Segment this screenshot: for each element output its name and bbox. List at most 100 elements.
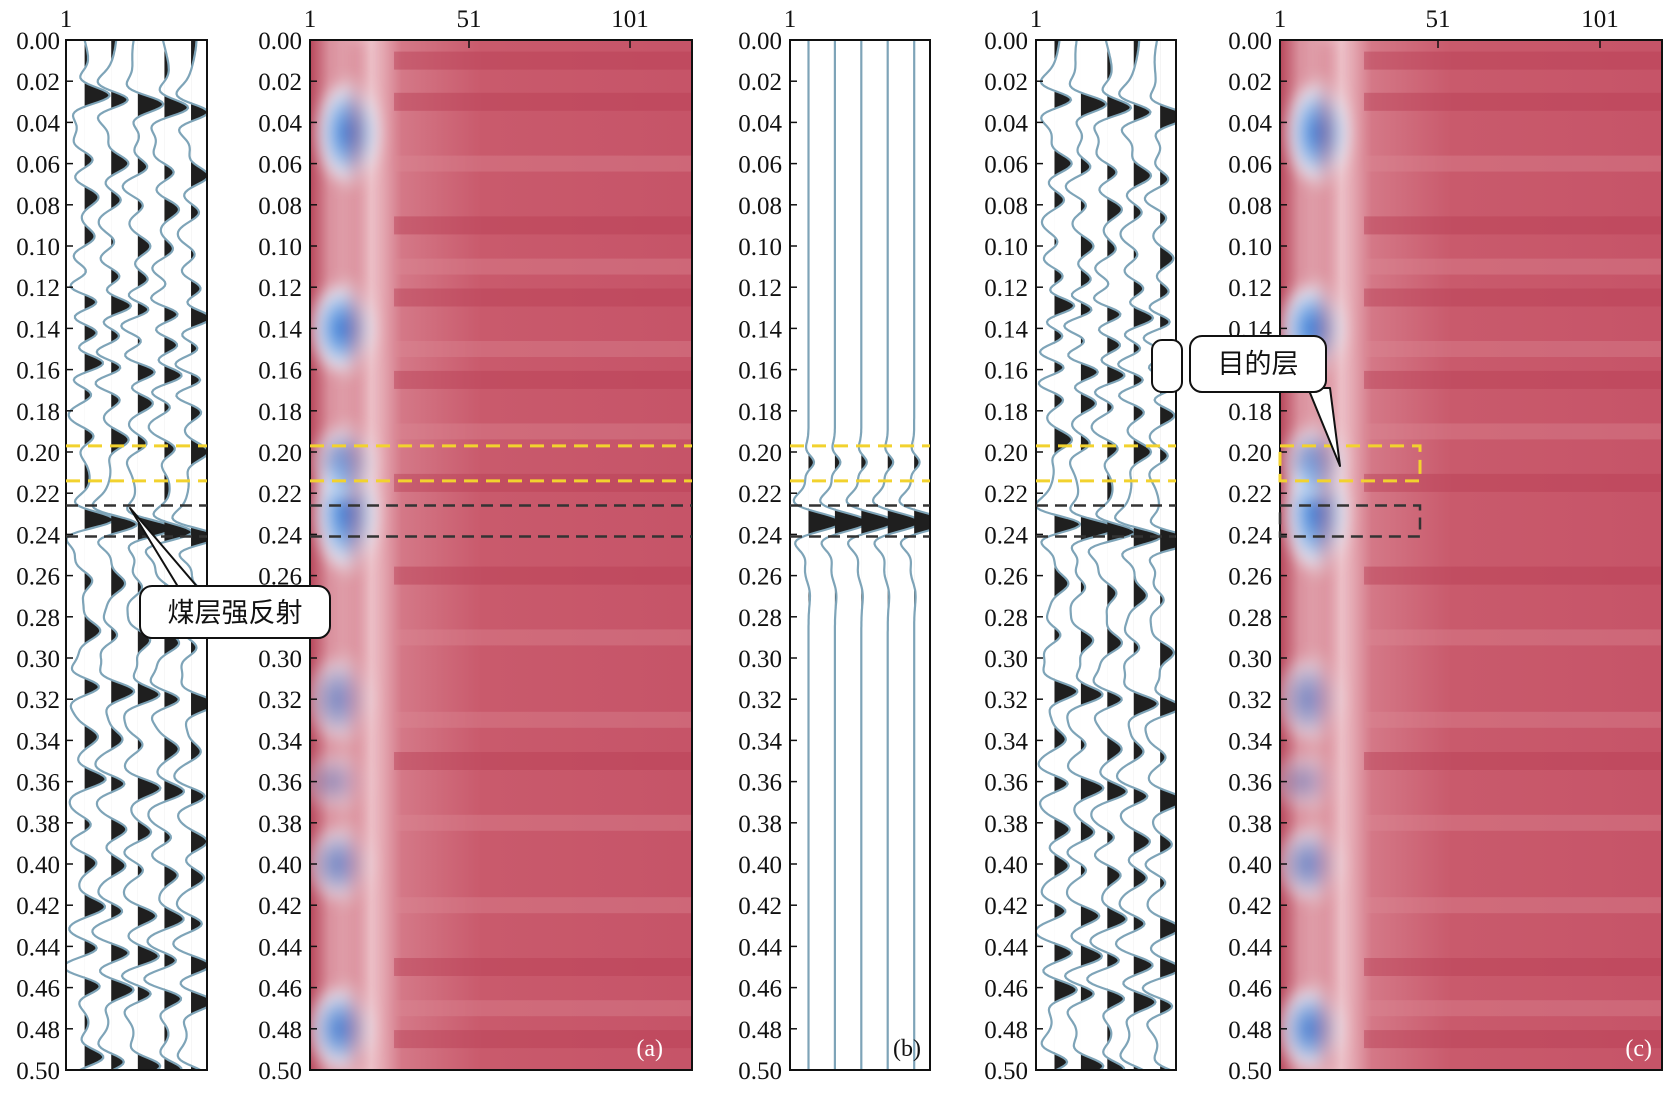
- y-tick-label: 0.22: [984, 481, 1028, 508]
- heatmap-band: [1364, 814, 1662, 831]
- heatmap-column-band: [348, 40, 366, 1070]
- callout-coal-reflection: 煤层强反射: [129, 507, 331, 639]
- wiggle-trace: [1113, 40, 1162, 1070]
- y-tick-label: 0.00: [984, 28, 1028, 55]
- y-tick-label: 0.18: [984, 399, 1028, 426]
- heatmap-band: [394, 566, 692, 585]
- y-tick-label: 0.48: [738, 1017, 782, 1044]
- target-layer-box: [1278, 444, 1422, 483]
- y-tick-label: 0.32: [258, 687, 302, 714]
- y-tick-label: 0.50: [16, 1058, 60, 1085]
- y-tick-label: 0.30: [738, 646, 782, 673]
- y-tick-label: 0.06: [1228, 152, 1272, 179]
- y-tick-label: 0.34: [738, 728, 782, 755]
- y-tick-label: 0.36: [738, 770, 782, 797]
- y-tick-label: 0.02: [1228, 69, 1272, 96]
- heatmap-band: [1364, 473, 1662, 492]
- wiggle-trace: [1063, 40, 1118, 1070]
- y-tick-label: 0.00: [258, 28, 302, 55]
- wiggle-panel-original-frame: [65, 39, 208, 1071]
- y-tick-label: 0.18: [738, 399, 782, 426]
- y-tick-label: 0.30: [984, 646, 1028, 673]
- heatmap-band: [1364, 752, 1662, 770]
- y-tick-label: 0.48: [258, 1017, 302, 1044]
- wiggle-trace: [171, 40, 207, 1070]
- wiggle-fill: [861, 40, 895, 1070]
- y-tick-label: 0.40: [738, 852, 782, 879]
- callout-target-box: [1189, 335, 1327, 393]
- y-tick-label: 0.12: [1228, 275, 1272, 302]
- x-tick-label: 1: [60, 6, 73, 33]
- y-tick-label: 0.16: [258, 358, 302, 385]
- y-tick-label: 0.02: [16, 69, 60, 96]
- heatmap-band: [394, 814, 692, 831]
- heatmap-band: [394, 1000, 692, 1017]
- wiggle-trace: [845, 40, 896, 1070]
- callout-target-layer: 目的层: [1151, 335, 1341, 467]
- y-tick-label: 0.22: [1228, 481, 1272, 508]
- y-tick-label: 0.34: [258, 728, 302, 755]
- y-tick-label: 0.40: [16, 852, 60, 879]
- x-tick-label: 1: [1030, 6, 1043, 33]
- axes-layer: 0.00 0.02 0.04 0.06 0.08 0.10 0.12 0.14 0.16 0.18…: [16, 6, 1619, 1085]
- heatmap-band: [1364, 258, 1662, 275]
- heatmap-band: [1364, 1030, 1662, 1049]
- y-tick-label: 0.50: [1228, 1058, 1272, 1085]
- y-tick-label: 0.42: [738, 893, 782, 920]
- heatmap-band: [1364, 711, 1662, 728]
- y-tick-label: 0.14: [258, 316, 302, 343]
- heatmap-a-bands: [394, 51, 692, 1049]
- heatmap-band: [1364, 370, 1662, 389]
- y-tick-label: 0.32: [1228, 687, 1272, 714]
- y-tick-label: 0.38: [16, 811, 60, 838]
- x-tick-label: 1: [304, 6, 317, 33]
- y-tick-label: 0.34: [1228, 728, 1272, 755]
- y-tick-label: 0.28: [984, 605, 1028, 632]
- y-tick-label: 0.44: [1228, 934, 1272, 961]
- y-tick-label: 0.26: [738, 564, 782, 591]
- panel-label-a: (a): [636, 1036, 663, 1062]
- y-tick-label: 0.18: [1228, 399, 1272, 426]
- heatmap-band: [394, 711, 692, 728]
- y-tick-label: 0.30: [1228, 646, 1272, 673]
- wiggle-fill: [1107, 40, 1135, 1070]
- y-tick-label: 0.44: [16, 934, 60, 961]
- y-tick-label: 0.42: [984, 893, 1028, 920]
- y-tick-label: 0.22: [738, 481, 782, 508]
- wiggle-fill: [191, 40, 207, 1070]
- y-tick-label: 0.46: [738, 976, 782, 1003]
- y-tick-label: 0.46: [984, 976, 1028, 1003]
- y-tick-label: 0.34: [984, 728, 1028, 755]
- y-tick-label: 0.24: [738, 522, 782, 549]
- y-tick-label: 0.16: [738, 358, 782, 385]
- y-tick-label: 0.38: [738, 811, 782, 838]
- y-tick-label: 0.22: [16, 481, 60, 508]
- y-tick-label: 0.38: [1228, 811, 1272, 838]
- y-tick-label: 0.24: [984, 522, 1028, 549]
- heatmap-band: [394, 258, 692, 275]
- y-tick-label: 0.20: [258, 440, 302, 467]
- y-tick-label: 0.32: [16, 687, 60, 714]
- y-tick-label: 0.50: [258, 1058, 302, 1085]
- y-tick-label: 0.02: [984, 69, 1028, 96]
- y-tick-label: 0.42: [1228, 893, 1272, 920]
- y-tick-label: 0.10: [738, 234, 782, 261]
- heatmap-band: [394, 288, 692, 307]
- heatmap-a-low-zones: [310, 40, 383, 1070]
- y-tick-label: 0.34: [16, 728, 60, 755]
- y-tick-label: 0.48: [16, 1017, 60, 1044]
- y-tick-label: 0.30: [258, 646, 302, 673]
- y-tick-label: 0.36: [258, 770, 302, 797]
- y-tick-label: 0.00: [738, 28, 782, 55]
- wiggle-trace: [1036, 40, 1082, 1070]
- y-tick-label: 0.12: [16, 275, 60, 302]
- heatmap-band: [394, 958, 692, 976]
- heatmap-band: [1364, 92, 1662, 111]
- heatmap-low-zone: [310, 280, 377, 377]
- y-tick-label: 0.40: [258, 852, 302, 879]
- y-tick-label: 0.28: [1228, 605, 1272, 632]
- heatmap-c-bands: [1364, 51, 1662, 1049]
- y-tick-label: 0.40: [1228, 852, 1272, 879]
- y-tick-label: 0.20: [738, 440, 782, 467]
- wiggle-fill: [1133, 40, 1161, 1070]
